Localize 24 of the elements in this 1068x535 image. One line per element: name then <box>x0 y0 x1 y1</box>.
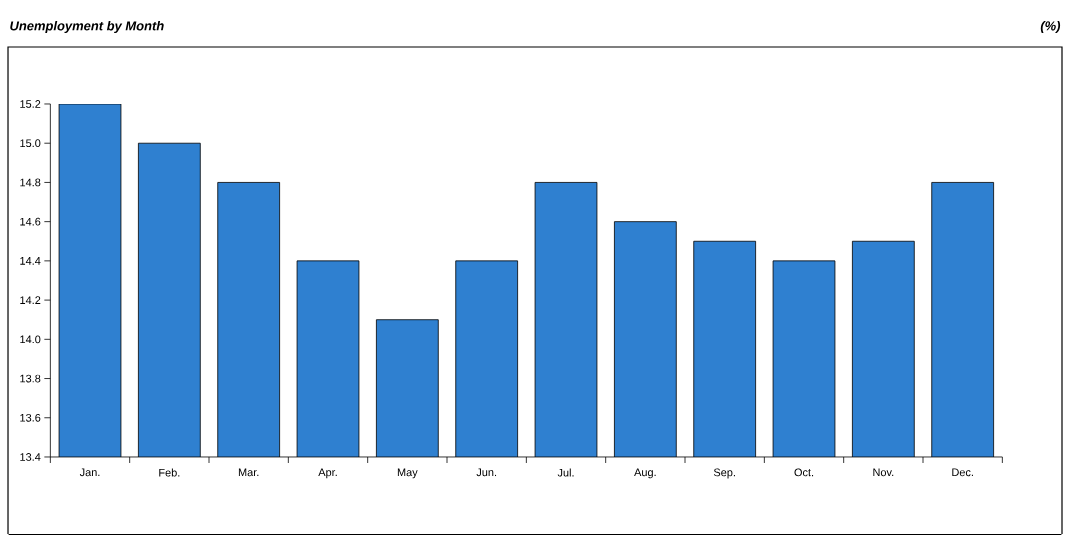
y-tick-label: 14.8 <box>20 178 41 187</box>
x-tick-label: Jun. <box>476 468 497 477</box>
x-tick-label: Feb. <box>159 468 180 477</box>
y-tick-label: 15.0 <box>20 139 41 148</box>
x-tick-label: Sep. <box>713 468 735 479</box>
y-tick-label: 13.4 <box>20 453 41 461</box>
y-tick-label: 14.2 <box>20 296 41 304</box>
x-tick-label: Dec. <box>952 468 973 477</box>
text: (%) <box>1040 20 1061 34</box>
x-tick-label: May <box>397 468 418 479</box>
y-tick-label: 14.6 <box>20 217 41 226</box>
x-tick-label: Apr. <box>318 468 337 479</box>
x-tick-label: Oct. <box>794 468 814 477</box>
y-tick-label: 13.8 <box>20 374 41 383</box>
y-tick-label: 15.2 <box>20 100 41 108</box>
y-tick-label: 14.0 <box>20 335 41 344</box>
x-tick-label: Aug. <box>634 468 656 479</box>
y-tick-label: 14.4 <box>20 257 41 265</box>
x-tick-label: Jul. <box>557 468 574 477</box>
chart-title: Unemployment by Month <box>10 20 164 34</box>
x-tick-label: Mar. <box>238 468 259 477</box>
y-tick-label: 13.6 <box>20 413 41 422</box>
x-tick-label: Jan. <box>79 468 100 477</box>
x-tick-label: Nov. <box>873 468 894 477</box>
